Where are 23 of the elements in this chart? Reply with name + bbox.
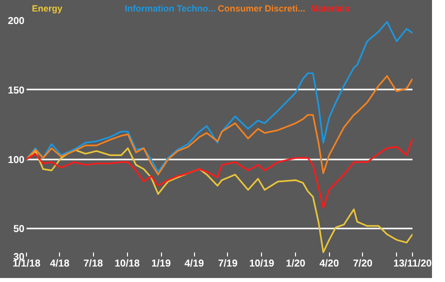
line-series — [26, 21, 412, 173]
text: Materials — [310, 4, 350, 14]
x-tick-label: 10/18 — [114, 258, 140, 270]
x-tick-label: 1/1/18 — [12, 258, 41, 270]
x-tick-label: 7/20 — [353, 258, 373, 270]
x-tick-label: 7/19 — [218, 258, 238, 270]
x-tick-label: 4/20 — [319, 258, 340, 270]
line-series — [26, 75, 412, 176]
x-tick-label: 4/19 — [184, 258, 204, 270]
x-tick-label: 1/19 — [151, 258, 172, 270]
x-tick-label: 13/11/20 — [393, 258, 432, 270]
y-tick-label: 100 — [8, 154, 25, 166]
text: Energy — [32, 4, 62, 14]
text: Information Techno... — [124, 4, 216, 14]
x-tick-label: 1/20 — [286, 258, 306, 270]
y-tick-label: 50 — [13, 224, 25, 236]
x-tick-label: 4/18 — [50, 258, 70, 270]
x-tick-label: 10/19 — [249, 258, 275, 270]
line-series — [26, 138, 412, 209]
y-tick-label: 200 — [8, 16, 25, 27]
x-tick-label: 7/18 — [84, 258, 104, 270]
text: Consumer Discreti... — [218, 4, 306, 14]
y-tick-label: 150 — [8, 85, 25, 96]
